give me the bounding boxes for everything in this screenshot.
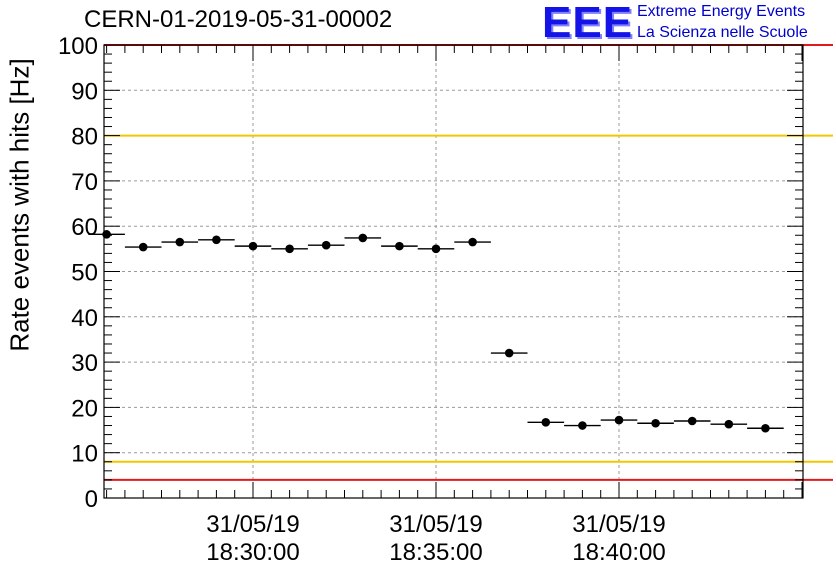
x-tick-date-label: 31/05/19 (206, 511, 299, 538)
y-tick-label: 80 (71, 124, 98, 151)
data-point (102, 230, 111, 239)
y-tick-label: 30 (71, 350, 98, 377)
x-tick-time-label: 18:30:00 (206, 539, 299, 566)
x-tick-time-label: 18:40:00 (572, 539, 665, 566)
eee-logo: EEE (542, 0, 634, 47)
y-tick-label: 100 (58, 33, 98, 60)
x-tick-date-label: 31/05/19 (389, 511, 482, 538)
data-point (431, 244, 441, 254)
data-point (175, 237, 185, 247)
y-tick-label: 60 (71, 214, 98, 241)
data-point (578, 421, 587, 430)
data-point (468, 237, 477, 247)
logo-subtitle-line1: Extreme Energy Events (637, 3, 806, 20)
data-point (395, 241, 404, 251)
y-tick-label: 0 (85, 486, 98, 513)
y-tick-label: 90 (71, 78, 98, 105)
plot-frame (103, 44, 804, 499)
grid-layer (104, 45, 803, 498)
y-tick-label: 10 (71, 441, 98, 468)
x-tick-date-label: 31/05/19 (572, 511, 665, 538)
data-point (761, 423, 770, 433)
data-point (724, 419, 734, 429)
data-point (687, 416, 697, 426)
data-layer (88, 230, 784, 433)
y-tick-label: 20 (71, 395, 98, 422)
data-point (614, 415, 624, 425)
data-point (651, 418, 660, 428)
data-point (321, 240, 331, 250)
y-tick-label: 50 (71, 260, 98, 287)
axis-layer: 010203040506070809010031/05/1918:30:0031… (58, 33, 804, 566)
logo-subtitle-line2: La Scienza nelle Scuole (637, 24, 808, 41)
data-point (358, 233, 368, 243)
data-point (541, 418, 551, 427)
reference-lines-layer (104, 44, 833, 481)
x-tick-time-label: 18:35:00 (389, 539, 482, 566)
y-tick-label: 70 (71, 169, 98, 196)
data-point (285, 244, 294, 254)
chart-title: CERN-01-2019-05-31-00002 (84, 6, 393, 33)
data-point (248, 241, 258, 251)
data-point (138, 242, 148, 252)
data-point (212, 235, 221, 245)
data-point (504, 348, 514, 358)
y-tick-label: 40 (71, 305, 98, 332)
